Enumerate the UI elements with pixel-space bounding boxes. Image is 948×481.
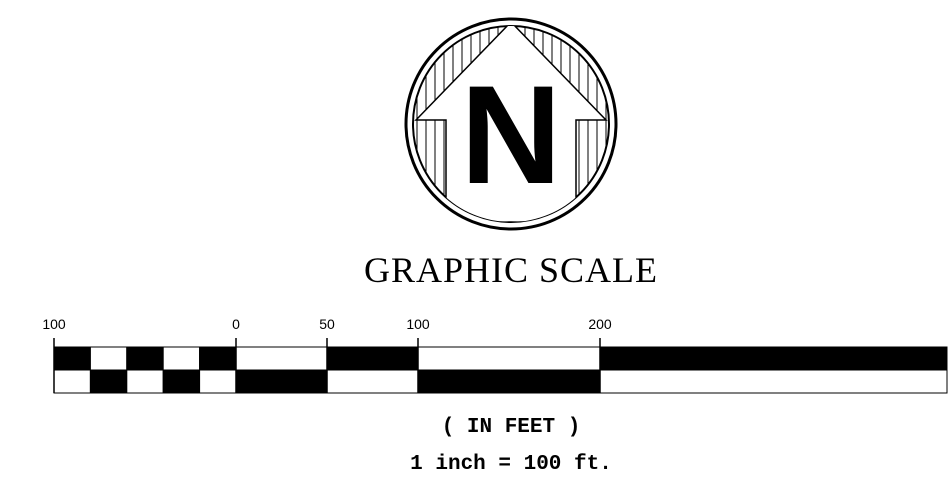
north-arrow: N: [404, 17, 618, 231]
tick-label: 200: [588, 316, 612, 332]
title: GRAPHIC SCALE: [364, 250, 658, 290]
scale-segment: [126, 369, 164, 394]
scale-segment: [199, 369, 237, 394]
arrow: [414, 26, 608, 222]
units: ( IN FEET ): [442, 416, 581, 439]
tick-label: 100: [406, 316, 430, 332]
scale-segment: [599, 369, 948, 394]
scale-segment: [162, 346, 201, 371]
scale-segment: [235, 369, 328, 394]
scale-segment: [326, 369, 419, 394]
scale-bar: 100 0 50 100 200: [42, 316, 948, 394]
scale-segment: [53, 346, 91, 371]
tick-label: 0: [232, 316, 240, 332]
scale-segment: [326, 346, 419, 371]
scale-segment: [417, 346, 601, 371]
scale-segment: [199, 346, 237, 371]
scale-segment: [53, 369, 91, 394]
ratio: 1 inch = 100 ft.: [410, 453, 612, 476]
scale-segment: [126, 346, 164, 371]
north-label: N: [460, 56, 561, 213]
scale-segment: [417, 369, 601, 394]
tick-label: 50: [319, 316, 335, 332]
scale-segment: [235, 346, 328, 371]
scale-segment: [89, 369, 128, 394]
scale-segment: [162, 369, 201, 394]
tick-label: 100: [42, 316, 66, 332]
scale-segment: [599, 346, 948, 371]
scale-segment: [89, 346, 128, 371]
